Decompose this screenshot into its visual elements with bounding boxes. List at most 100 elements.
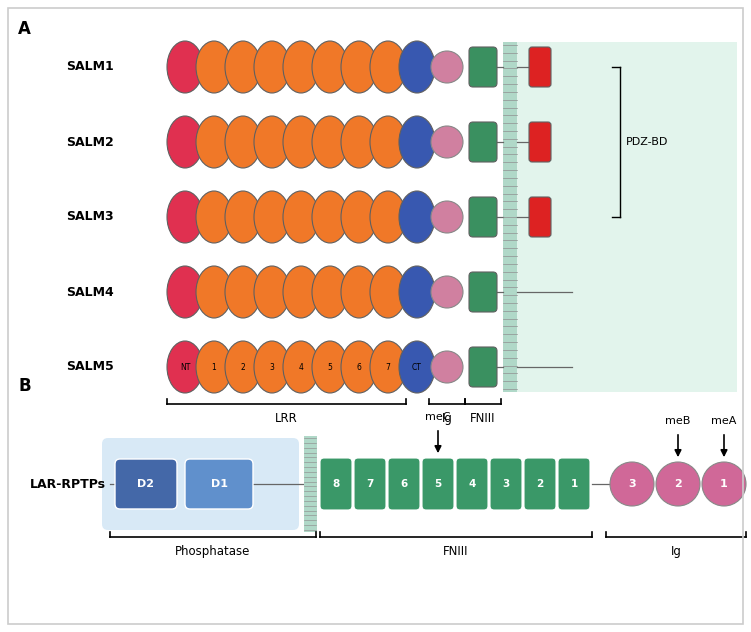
- Ellipse shape: [399, 41, 435, 93]
- Ellipse shape: [312, 191, 348, 243]
- Ellipse shape: [341, 341, 377, 393]
- FancyBboxPatch shape: [558, 458, 590, 510]
- Text: 7: 7: [385, 363, 391, 372]
- Ellipse shape: [312, 341, 348, 393]
- FancyBboxPatch shape: [469, 197, 497, 237]
- Text: LAR-RPTPs: LAR-RPTPs: [30, 478, 106, 490]
- Text: meA: meA: [711, 416, 737, 426]
- Ellipse shape: [283, 116, 319, 168]
- Ellipse shape: [167, 116, 203, 168]
- Ellipse shape: [283, 41, 319, 93]
- Circle shape: [431, 126, 463, 158]
- Ellipse shape: [225, 41, 261, 93]
- Text: 5: 5: [327, 363, 333, 372]
- Ellipse shape: [370, 266, 406, 318]
- Bar: [517, 42, 737, 392]
- Ellipse shape: [370, 116, 406, 168]
- Text: SALM3: SALM3: [66, 210, 114, 224]
- Bar: [503, 42, 517, 392]
- Ellipse shape: [196, 116, 232, 168]
- FancyBboxPatch shape: [469, 47, 497, 87]
- Ellipse shape: [399, 116, 435, 168]
- Ellipse shape: [341, 191, 377, 243]
- Text: 3: 3: [270, 363, 274, 372]
- Text: PDZ-BD: PDZ-BD: [626, 137, 668, 147]
- Text: 4: 4: [299, 363, 303, 372]
- Text: NT: NT: [179, 363, 190, 372]
- Ellipse shape: [254, 266, 290, 318]
- Ellipse shape: [196, 341, 232, 393]
- Ellipse shape: [370, 41, 406, 93]
- Ellipse shape: [312, 41, 348, 93]
- Circle shape: [431, 201, 463, 233]
- Text: 5: 5: [434, 479, 442, 489]
- Ellipse shape: [283, 266, 319, 318]
- Ellipse shape: [399, 266, 435, 318]
- Text: 4: 4: [469, 479, 475, 489]
- Text: meB: meB: [665, 416, 691, 426]
- Ellipse shape: [341, 116, 377, 168]
- Text: 1: 1: [570, 479, 578, 489]
- Text: B: B: [18, 377, 31, 395]
- Ellipse shape: [254, 116, 290, 168]
- Text: 3: 3: [628, 479, 636, 489]
- Ellipse shape: [341, 266, 377, 318]
- Text: 7: 7: [366, 479, 374, 489]
- Ellipse shape: [370, 341, 406, 393]
- Ellipse shape: [225, 341, 261, 393]
- FancyBboxPatch shape: [456, 458, 488, 510]
- Ellipse shape: [283, 341, 319, 393]
- Ellipse shape: [254, 41, 290, 93]
- Text: Phosphatase: Phosphatase: [175, 545, 251, 558]
- Ellipse shape: [196, 41, 232, 93]
- Text: SALM1: SALM1: [66, 61, 114, 73]
- Text: 6: 6: [400, 479, 408, 489]
- FancyBboxPatch shape: [529, 197, 551, 237]
- Text: D2: D2: [137, 479, 155, 489]
- FancyBboxPatch shape: [529, 122, 551, 162]
- Circle shape: [656, 462, 700, 506]
- Circle shape: [431, 276, 463, 308]
- FancyBboxPatch shape: [524, 458, 556, 510]
- Text: 2: 2: [674, 479, 682, 489]
- Text: SALM5: SALM5: [66, 360, 114, 374]
- FancyBboxPatch shape: [320, 458, 352, 510]
- Circle shape: [702, 462, 746, 506]
- Ellipse shape: [225, 266, 261, 318]
- Text: 1: 1: [212, 363, 216, 372]
- FancyBboxPatch shape: [102, 438, 299, 530]
- Text: 3: 3: [502, 479, 510, 489]
- FancyBboxPatch shape: [354, 458, 386, 510]
- Ellipse shape: [254, 341, 290, 393]
- Text: meC: meC: [425, 412, 451, 422]
- Text: 8: 8: [333, 479, 339, 489]
- FancyBboxPatch shape: [469, 347, 497, 387]
- Ellipse shape: [167, 266, 203, 318]
- FancyBboxPatch shape: [469, 122, 497, 162]
- FancyBboxPatch shape: [185, 459, 253, 509]
- FancyBboxPatch shape: [490, 458, 522, 510]
- Text: D1: D1: [210, 479, 228, 489]
- Circle shape: [610, 462, 654, 506]
- Bar: [304, 436, 317, 532]
- Text: 6: 6: [357, 363, 361, 372]
- Ellipse shape: [399, 341, 435, 393]
- Ellipse shape: [254, 191, 290, 243]
- Ellipse shape: [341, 41, 377, 93]
- Ellipse shape: [196, 266, 232, 318]
- FancyBboxPatch shape: [388, 458, 420, 510]
- Text: Ig: Ig: [442, 412, 452, 425]
- Text: FNIII: FNIII: [470, 412, 496, 425]
- Ellipse shape: [196, 191, 232, 243]
- Text: 2: 2: [536, 479, 544, 489]
- Text: 2: 2: [240, 363, 246, 372]
- Ellipse shape: [167, 341, 203, 393]
- Text: 1: 1: [720, 479, 728, 489]
- Ellipse shape: [370, 191, 406, 243]
- Ellipse shape: [225, 191, 261, 243]
- Ellipse shape: [399, 191, 435, 243]
- FancyBboxPatch shape: [422, 458, 454, 510]
- Ellipse shape: [167, 41, 203, 93]
- FancyBboxPatch shape: [529, 47, 551, 87]
- Ellipse shape: [312, 116, 348, 168]
